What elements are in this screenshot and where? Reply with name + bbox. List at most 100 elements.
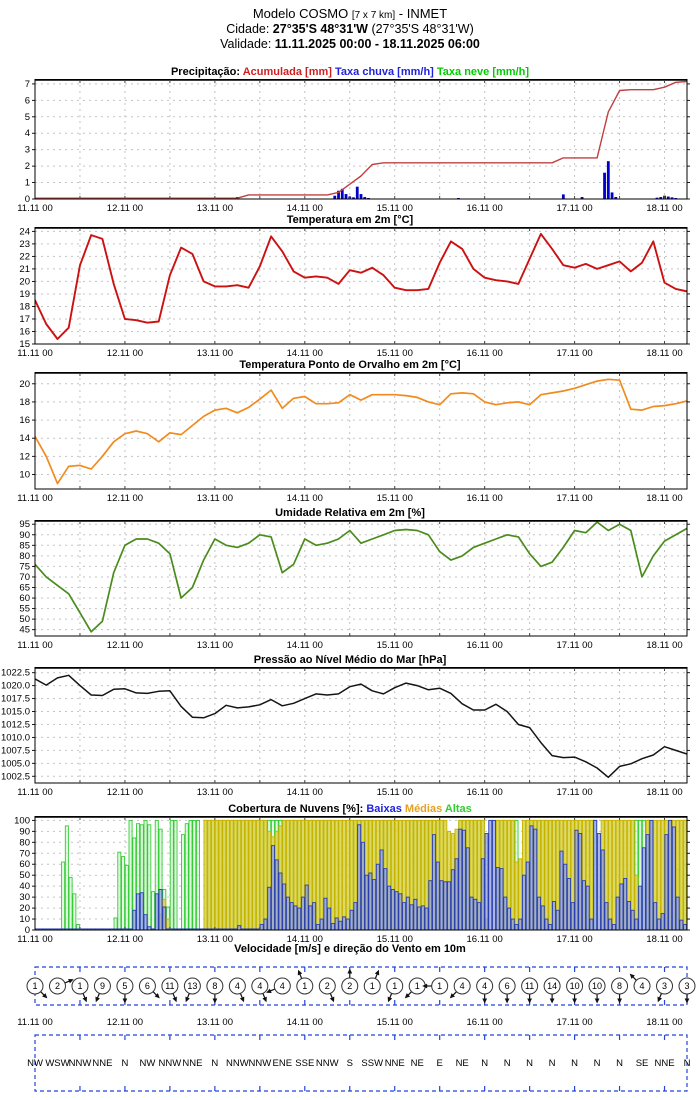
- wind-arrow: 4: [629, 973, 651, 995]
- svg-text:90: 90: [19, 826, 30, 837]
- svg-text:1015.0: 1015.0: [1, 707, 30, 718]
- svg-text:60: 60: [19, 593, 30, 604]
- svg-text:17.11 00: 17.11 00: [556, 787, 592, 798]
- svg-text:13.11 00: 13.11 00: [197, 493, 233, 504]
- svg-text:N: N: [616, 1058, 623, 1069]
- svg-text:12.11 00: 12.11 00: [107, 640, 143, 651]
- svg-text:8: 8: [617, 981, 622, 991]
- svg-text:N: N: [526, 1058, 533, 1069]
- svg-text:11.11 00: 11.11 00: [17, 493, 53, 504]
- svg-text:9: 9: [100, 981, 105, 991]
- svg-text:2: 2: [347, 981, 352, 991]
- title-segment: Precipitação:: [170, 66, 243, 78]
- svg-text:16.11 00: 16.11 00: [467, 493, 503, 504]
- svg-text:N: N: [211, 1058, 218, 1069]
- svg-text:NE: NE: [411, 1058, 424, 1069]
- svg-text:NNW: NNW: [248, 1058, 271, 1069]
- svg-text:10: 10: [570, 981, 580, 991]
- wind-date-labels: 11.11 00 12.11 00 13.11 00 14.11 00 15.11 00…: [17, 1017, 682, 1028]
- dewpoint-chart-title: Temperatura Ponto de Orvalho em 2m [°C]: [0, 359, 700, 371]
- title-segment: Acumulada [mm]: [242, 66, 332, 78]
- svg-text:13: 13: [187, 981, 197, 991]
- wind-arrow: 1: [26, 977, 48, 999]
- svg-text:14.11 00: 14.11 00: [287, 203, 323, 214]
- svg-text:21: 21: [19, 264, 30, 275]
- svg-text:16.11 00: 16.11 00: [467, 348, 503, 359]
- svg-text:1: 1: [25, 178, 30, 189]
- svg-text:1: 1: [77, 981, 82, 991]
- svg-text:55: 55: [19, 604, 30, 615]
- wind-arrow: 8: [206, 977, 224, 1004]
- svg-text:S: S: [347, 1058, 353, 1069]
- svg-text:12.11 00: 12.11 00: [107, 934, 143, 945]
- wind-arrow: 14: [543, 977, 561, 1004]
- svg-text:50: 50: [19, 870, 30, 881]
- svg-text:WSW: WSW: [45, 1058, 69, 1069]
- svg-text:6: 6: [25, 95, 30, 106]
- svg-text:18.11 00: 18.11 00: [646, 640, 682, 651]
- svg-text:80: 80: [19, 551, 30, 562]
- title-segment: Umidade Relativa em 2m [%]: [275, 507, 425, 519]
- precipitation-axis-labels: 0 1 2 3 4 5 6 7 11.11 00 12.11 00 13.11 00 14.11 00…: [17, 79, 682, 214]
- svg-text:11.11 00: 11.11 00: [17, 934, 53, 945]
- svg-text:95: 95: [19, 520, 30, 530]
- wind-arrow: 1: [404, 977, 426, 999]
- svg-text:12: 12: [19, 451, 30, 462]
- wind-arrow: 11: [161, 977, 179, 1003]
- wind-arrow: 4: [266, 977, 291, 995]
- svg-text:15.11 00: 15.11 00: [377, 934, 413, 945]
- precipitation-line: [35, 80, 687, 199]
- svg-text:65: 65: [19, 582, 30, 593]
- svg-text:14.11 00: 14.11 00: [287, 348, 323, 359]
- wind-arrow: 2: [48, 977, 74, 995]
- title-segment: Cobertura de Nuvens [%]:: [228, 803, 367, 815]
- svg-text:10: 10: [19, 469, 30, 480]
- wind-arrow: 2: [341, 968, 359, 995]
- svg-text:15.11 00: 15.11 00: [377, 203, 413, 214]
- svg-text:18.11 00: 18.11 00: [646, 203, 682, 214]
- wind-arrow: 1: [71, 977, 89, 1003]
- svg-text:17.11 00: 17.11 00: [556, 934, 592, 945]
- wind-arrow: 4: [449, 977, 471, 999]
- svg-text:16.11 00: 16.11 00: [467, 640, 503, 651]
- svg-text:16.11 00: 16.11 00: [467, 934, 503, 945]
- svg-text:8: 8: [212, 981, 217, 991]
- cloud-series-baixas: [35, 819, 687, 930]
- wind-arrow: 1: [422, 977, 449, 995]
- svg-text:13.11 00: 13.11 00: [197, 203, 233, 214]
- svg-text:1017.5: 1017.5: [1, 694, 30, 705]
- svg-text:18.11 00: 18.11 00: [646, 1017, 682, 1028]
- precipitation-plot: 0 1 2 3 4 5 6 7 11.11 00 12.11 00 13.11 00 14.11 00…: [17, 79, 690, 214]
- svg-text:16.11 00: 16.11 00: [467, 203, 503, 214]
- svg-text:17.11 00: 17.11 00: [556, 640, 592, 651]
- svg-text:4: 4: [235, 981, 240, 991]
- svg-text:17.11 00: 17.11 00: [556, 493, 592, 504]
- svg-text:NE: NE: [456, 1058, 469, 1069]
- dewpoint-axis-labels: 10 12 14 16 18 20 11.11 00 12.11 00 13.11 00 14.1…: [17, 379, 682, 504]
- title-segment: Baixas: [366, 803, 402, 815]
- svg-text:NNE: NNE: [182, 1058, 202, 1069]
- svg-text:16: 16: [19, 326, 30, 337]
- pressure-frame: [32, 667, 690, 784]
- svg-text:18.11 00: 18.11 00: [646, 348, 682, 359]
- svg-text:50: 50: [19, 614, 30, 625]
- svg-text:16: 16: [19, 415, 30, 426]
- svg-text:12.11 00: 12.11 00: [107, 493, 143, 504]
- svg-text:20: 20: [19, 379, 30, 390]
- wind-arrow: 4: [251, 977, 269, 1003]
- svg-text:1022.5: 1022.5: [1, 668, 30, 679]
- svg-text:N: N: [594, 1058, 601, 1069]
- svg-text:12.11 00: 12.11 00: [107, 348, 143, 359]
- svg-text:70: 70: [19, 848, 30, 859]
- temperature-frame: [32, 227, 690, 345]
- svg-text:1012.5: 1012.5: [1, 719, 30, 730]
- svg-text:17.11 00: 17.11 00: [556, 348, 592, 359]
- svg-text:6: 6: [145, 981, 150, 991]
- svg-text:NNW: NNW: [316, 1058, 339, 1069]
- title-segment: Altas: [444, 803, 472, 815]
- humidity-line: [35, 521, 687, 633]
